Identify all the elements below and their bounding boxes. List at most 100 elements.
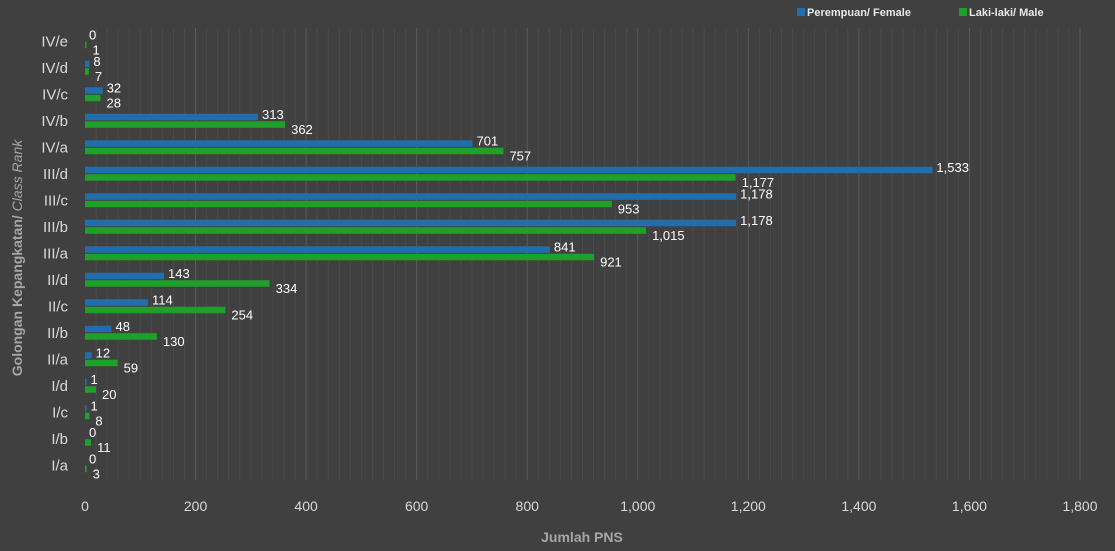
y-tick-label: I/b — [51, 431, 68, 448]
y-axis-title-main: Golongan Kepangkatan/ — [9, 211, 25, 376]
bar-male — [85, 227, 647, 234]
y-tick-label: II/d — [47, 272, 68, 289]
data-label-female: 841 — [554, 239, 576, 254]
bar-male — [85, 94, 101, 102]
data-label-male: 130 — [163, 334, 185, 349]
data-label-male: 921 — [600, 254, 622, 269]
bars — [85, 41, 933, 473]
bar-male — [85, 412, 90, 420]
x-axis-title: Jumlah PNS — [541, 529, 623, 545]
data-label-female: 0 — [89, 451, 96, 466]
bar-male — [85, 386, 97, 393]
bar-male — [85, 41, 87, 49]
data-label-female: 0 — [89, 425, 96, 440]
legend-swatch-male — [959, 8, 967, 16]
bar-female — [85, 113, 259, 121]
bar-male — [85, 306, 226, 314]
x-tick-label: 0 — [81, 498, 89, 514]
y-tick-label: II/c — [48, 298, 69, 315]
y-axis-title: Golongan Kepangkatan/ Class Rank — [9, 139, 25, 376]
bar-female — [85, 352, 92, 359]
bar-male — [85, 439, 92, 446]
y-tick-label: III/c — [44, 192, 69, 209]
y-tick-label: II/a — [47, 351, 69, 368]
data-label-male: 11 — [97, 440, 111, 455]
data-label-male: 953 — [618, 201, 640, 216]
bar-female — [85, 193, 737, 200]
data-label-female: 0 — [89, 27, 96, 42]
data-label-male: 20 — [102, 387, 116, 402]
data-label-female: 8 — [93, 54, 100, 69]
data-label-female: 1 — [91, 398, 98, 413]
data-label-male: 1 — [93, 42, 100, 57]
data-label-male: 59 — [124, 360, 138, 375]
bar-female — [85, 325, 112, 333]
x-tick-label: 1,200 — [731, 498, 766, 514]
data-label-female: 1,178 — [740, 213, 773, 228]
bar-male — [85, 280, 270, 287]
legend: Perempuan/ Female Laki-laki/ Male — [797, 7, 1044, 19]
bar-male — [85, 200, 612, 208]
bar-male — [85, 68, 89, 75]
y-tick-label: IV/c — [42, 86, 68, 103]
data-label-male: 334 — [276, 281, 298, 296]
x-tick-label: 1,800 — [1062, 498, 1097, 514]
bar-male — [85, 465, 87, 473]
y-tick-label: IV/a — [41, 139, 68, 156]
y-tick-label: IV/b — [41, 113, 68, 130]
y-tick-label: IV/e — [41, 33, 68, 50]
data-label-male: 7 — [95, 69, 102, 84]
data-label-male: 254 — [231, 307, 253, 322]
bar-female — [85, 140, 473, 147]
data-label-female: 48 — [116, 319, 130, 334]
data-label-male: 28 — [106, 95, 120, 110]
x-tick-label: 400 — [294, 498, 318, 514]
data-label-male: 757 — [509, 148, 531, 163]
bar-female — [85, 60, 90, 68]
legend-label-female: Perempuan/ Female — [807, 7, 911, 19]
x-tick-label: 1,600 — [952, 498, 987, 514]
data-label-female: 114 — [152, 292, 173, 307]
data-label-female: 1 — [91, 372, 98, 387]
bar-male — [85, 147, 504, 155]
y-axis-title-italic: Class Rank — [9, 139, 25, 212]
data-label-female: 313 — [262, 107, 284, 122]
bar-male — [85, 333, 157, 340]
data-label-male: 1,015 — [652, 228, 685, 243]
y-tick-labels: IV/e IV/d IV/c IV/b IV/a III/d III/c III/b III/a… — [41, 33, 68, 474]
y-tick-label: IV/d — [41, 60, 68, 77]
y-tick-label: II/b — [47, 325, 68, 342]
bar-male — [85, 121, 286, 128]
bar-male — [85, 253, 595, 261]
bar-male — [85, 359, 118, 367]
bar-female — [85, 299, 149, 306]
x-tick-label: 600 — [405, 498, 429, 514]
data-label-female: 1,533 — [936, 160, 969, 175]
bar-female — [85, 272, 165, 280]
y-tick-label: III/a — [43, 245, 69, 262]
bar-female — [85, 87, 103, 94]
data-label-female: 701 — [476, 133, 498, 148]
legend-label-male: Laki-laki/ Male — [969, 7, 1044, 19]
data-labels: 018732283133627017571,5331,1771,1789531,… — [89, 27, 969, 481]
y-tick-label: I/d — [51, 378, 68, 395]
x-tick-label: 1,000 — [620, 498, 655, 514]
data-label-female: 143 — [168, 266, 190, 281]
data-label-female: 32 — [107, 80, 121, 95]
y-tick-label: I/a — [51, 457, 68, 474]
data-label-male: 3 — [93, 466, 100, 481]
data-label-male: 362 — [291, 122, 313, 137]
data-label-female: 12 — [96, 345, 110, 360]
y-tick-label: III/d — [43, 166, 68, 183]
y-tick-label: III/b — [43, 219, 68, 236]
y-tick-label: I/c — [52, 404, 68, 421]
x-tick-label: 1,400 — [841, 498, 876, 514]
data-label-male: 1,177 — [742, 175, 775, 190]
legend-swatch-female — [797, 8, 805, 16]
x-tick-label: 200 — [184, 498, 208, 514]
bar-female — [85, 166, 933, 174]
bar-female — [85, 246, 550, 253]
bar-female — [85, 378, 87, 386]
